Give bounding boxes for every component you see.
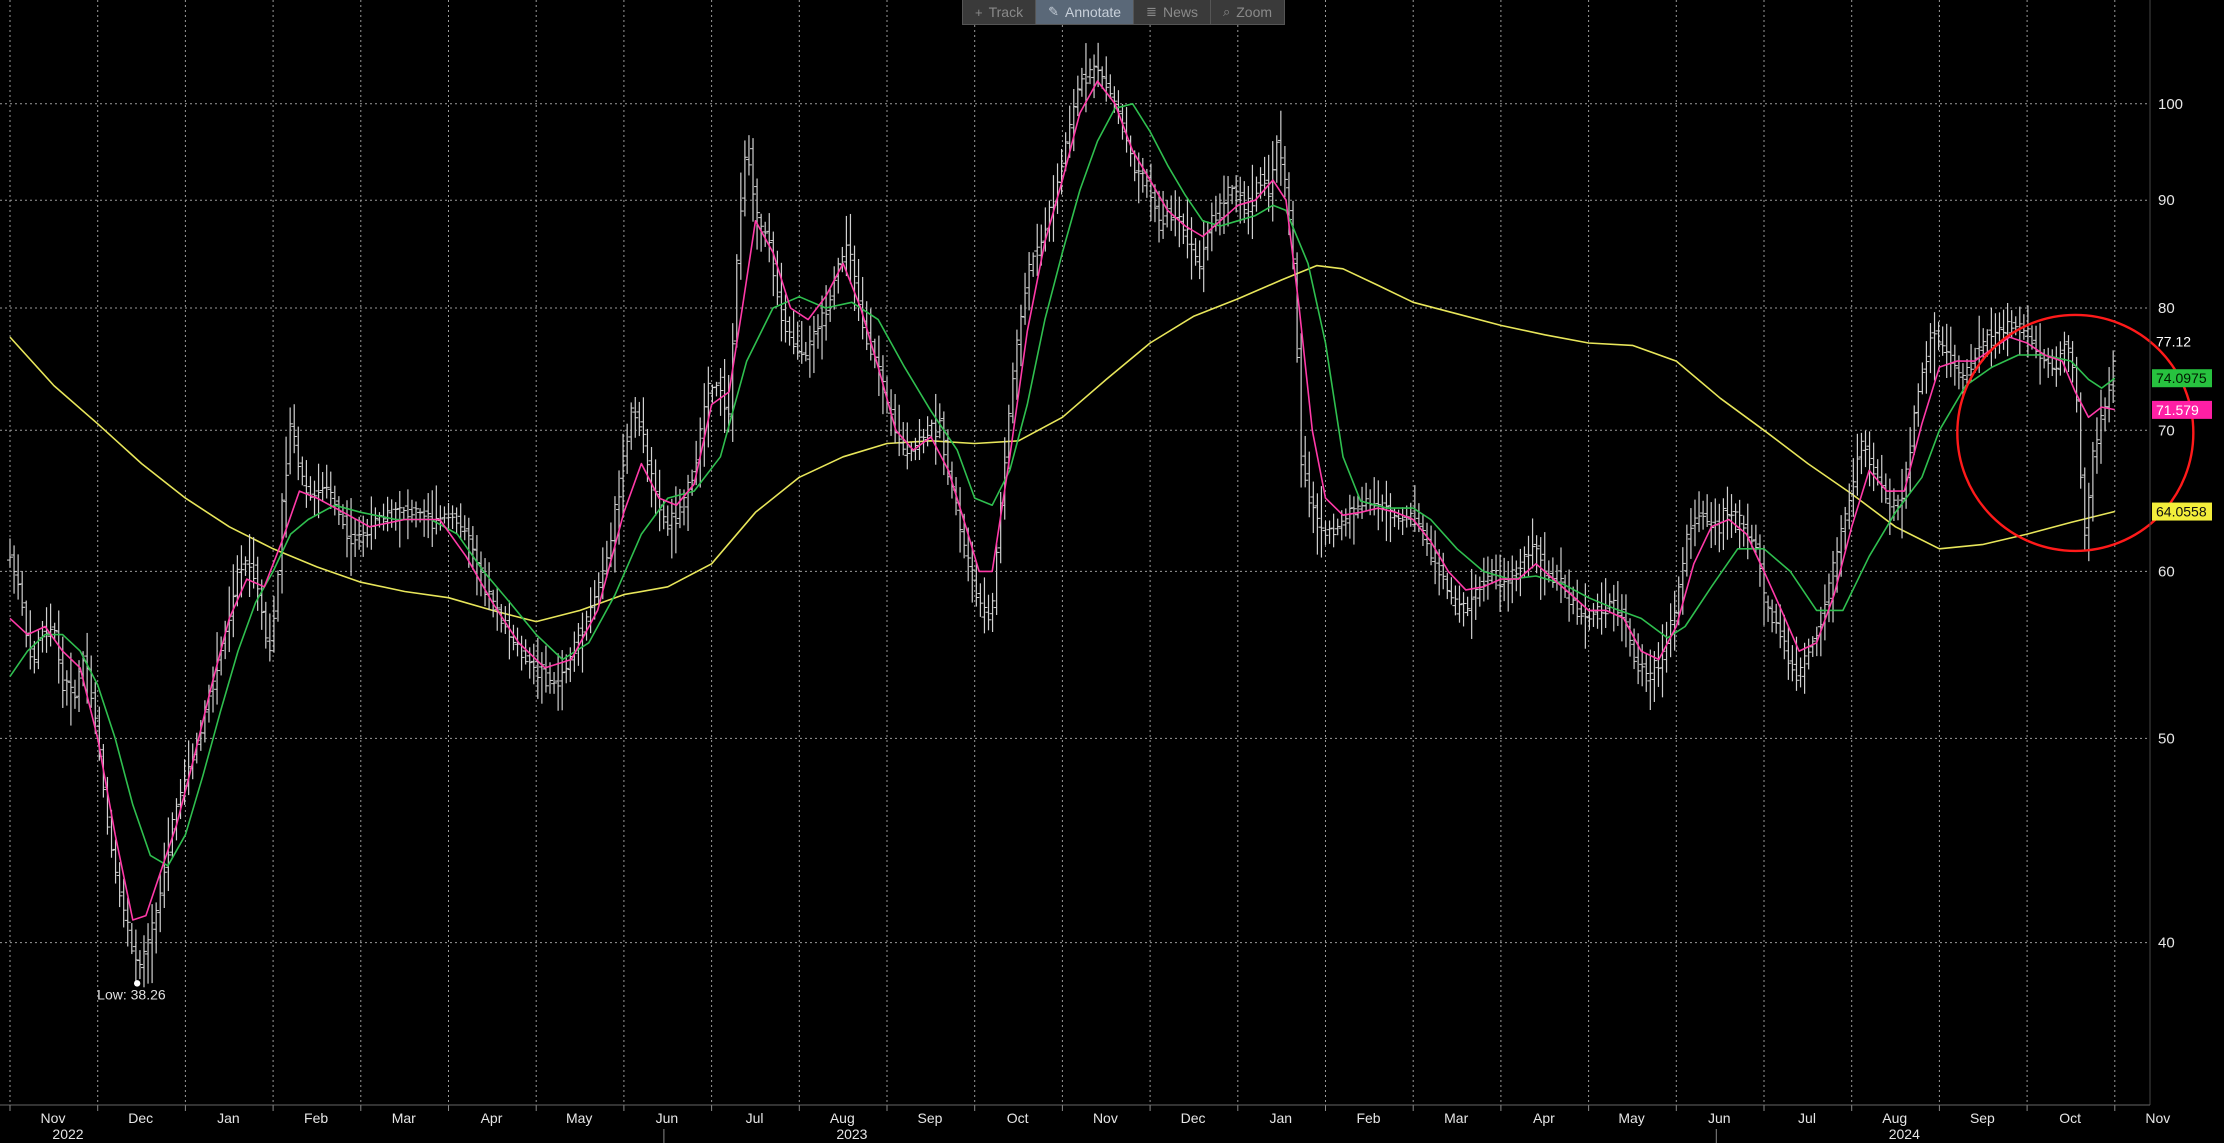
x-month-label: May <box>1618 1110 1644 1126</box>
track-button[interactable]: + Track <box>963 0 1037 24</box>
x-month-label: Jan <box>217 1110 240 1126</box>
moving-average-mid <box>9 103 2116 867</box>
grid-lines <box>0 0 2150 1105</box>
y-tick-label-70: 70 <box>2158 422 2175 439</box>
pencil-icon: ✎ <box>1048 4 1059 19</box>
x-year-label: 2023 <box>836 1126 867 1142</box>
ma-fast-line <box>9 80 2115 921</box>
zoom-label: Zoom <box>1236 4 1273 20</box>
last-price-tag: 77.12 <box>2156 334 2191 350</box>
x-month-label: Sep <box>1970 1110 1995 1126</box>
news-label: News <box>1162 4 1198 20</box>
moving-average-slow <box>9 264 2115 623</box>
price-bars <box>7 42 2117 988</box>
x-month-label: Aug <box>830 1110 855 1126</box>
x-month-label: May <box>566 1110 592 1126</box>
moving-average-fast <box>9 80 2115 921</box>
x-month-label: Nov <box>41 1110 66 1126</box>
x-month-label: Jun <box>656 1110 679 1126</box>
value-tag-ma_mid: 74.0975 <box>2156 370 2207 386</box>
zoom-button[interactable]: ⌕ Zoom <box>1211 0 1284 24</box>
value-tag-ma_slow-bg <box>2152 502 2212 521</box>
x-month-label: Jun <box>1708 1110 1731 1126</box>
chart-toolbar: + Track ✎ Annotate ≣ News ⌕ Zoom <box>962 0 1286 25</box>
x-month-label: Jan <box>1270 1110 1293 1126</box>
x-month-label: Dec <box>128 1110 153 1126</box>
plus-icon: + <box>975 4 983 20</box>
x-month-label: Dec <box>1181 1110 1206 1126</box>
x-month-label: Mar <box>1444 1110 1468 1126</box>
highlight-circle[interactable] <box>1956 313 2195 553</box>
y-tick-label-90: 90 <box>2158 192 2175 209</box>
annotations[interactable]: Low: 38.26 <box>97 313 2195 1002</box>
x-month-label: Feb <box>304 1110 328 1126</box>
y-tick-label-40: 40 <box>2158 935 2175 952</box>
x-month-label: Apr <box>481 1110 503 1126</box>
track-label: Track <box>988 4 1024 20</box>
value-tag-ma_slow: 64.0558 <box>2156 504 2207 520</box>
y-tick-label-100: 100 <box>2158 96 2183 113</box>
y-tick-label-50: 50 <box>2158 730 2175 747</box>
x-month-label: Sep <box>918 1110 943 1126</box>
annotate-button[interactable]: ✎ Annotate <box>1036 0 1135 24</box>
x-month-label: Feb <box>1356 1110 1380 1126</box>
x-month-label: Aug <box>1882 1110 1907 1126</box>
low-label: Low: 38.26 <box>97 986 166 1002</box>
y-tick-label-60: 60 <box>2158 563 2175 580</box>
x-year-label: 2022 <box>52 1126 83 1142</box>
x-month-label: Oct <box>1007 1110 1029 1126</box>
x-month-label: Oct <box>2059 1110 2081 1126</box>
ma-mid-line <box>9 103 2116 867</box>
magnifier-icon: ⌕ <box>1222 4 1231 19</box>
annotate-label: Annotate <box>1064 4 1122 20</box>
value-tag-ma_fast: 71.579 <box>2156 402 2199 418</box>
x-month-label: Apr <box>1533 1110 1555 1126</box>
news-button[interactable]: ≣ News <box>1134 0 1211 24</box>
x-month-label: Nov <box>2145 1110 2170 1126</box>
x-month-label: Nov <box>1093 1110 1118 1126</box>
news-icon: ≣ <box>1146 4 1157 19</box>
x-month-label: Jul <box>746 1110 764 1126</box>
value-tag-ma_fast-bg <box>2152 400 2212 419</box>
low-marker <box>133 980 141 987</box>
y-tick-label-80: 80 <box>2158 300 2175 317</box>
value-tag-ma_mid-bg <box>2152 369 2212 388</box>
x-month-label: Mar <box>392 1110 416 1126</box>
ma-slow-line <box>9 264 2115 623</box>
x-year-label: 2024 <box>1889 1126 1920 1142</box>
x-month-label: Jul <box>1798 1110 1816 1126</box>
